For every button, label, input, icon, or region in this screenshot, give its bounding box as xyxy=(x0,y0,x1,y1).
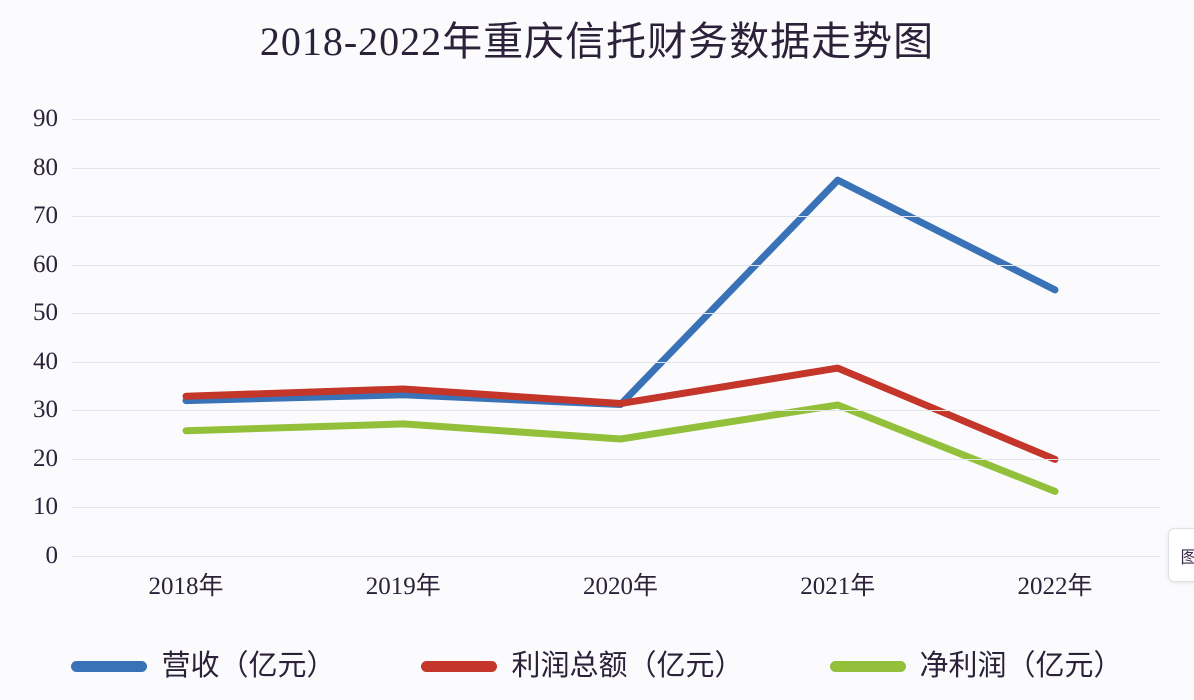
y-tick-label: 50 xyxy=(33,299,58,327)
chart-title: 2018-2022年重庆信托财务数据走势图 xyxy=(259,19,935,64)
gridline xyxy=(72,216,1160,218)
legend-label: 利润总额（亿元） xyxy=(511,650,744,682)
series-line xyxy=(182,401,1059,495)
y-tick-label: 10 xyxy=(33,493,58,521)
y-tick-label: 70 xyxy=(33,202,58,230)
legend-label: 净利润（亿元） xyxy=(919,650,1123,682)
y-tick-label: 90 xyxy=(33,105,58,132)
y-tick-label: 40 xyxy=(33,347,58,375)
gridline xyxy=(72,264,1160,266)
plot-area xyxy=(72,119,1160,557)
series-line xyxy=(182,364,1059,463)
y-tick-label: 80 xyxy=(33,153,58,181)
x-tick-label: 2022年 xyxy=(1017,573,1093,600)
legend-color-swatch xyxy=(829,660,906,672)
gridline xyxy=(72,458,1160,460)
y-tick-label: 30 xyxy=(33,396,58,424)
gridline xyxy=(72,556,1160,557)
legend-item[interactable]: 净利润（亿元） xyxy=(829,649,1123,683)
y-tick-label: 0 xyxy=(45,542,59,569)
edge-floating-button-label: 图 xyxy=(1181,543,1194,568)
x-tick-label: 2018年 xyxy=(148,573,224,600)
gridline xyxy=(72,119,1160,120)
x-tick-label: 2021年 xyxy=(800,573,876,600)
gridline xyxy=(72,361,1160,363)
gridline xyxy=(72,313,1160,315)
y-tick-label: 60 xyxy=(33,250,58,278)
chart-legend: 营收（亿元） 利润总额（亿元） 净利润（亿元） xyxy=(0,638,1194,694)
legend-label: 营收（亿元） xyxy=(161,650,336,682)
gridline xyxy=(72,410,1160,412)
legend-color-swatch xyxy=(71,660,148,672)
legend-item[interactable]: 营收（亿元） xyxy=(71,649,335,683)
legend-color-swatch xyxy=(421,660,498,672)
edge-floating-button[interactable]: 图 xyxy=(1168,528,1194,582)
series-lines xyxy=(182,176,1059,495)
x-tick-label: 2019年 xyxy=(365,573,441,600)
x-axis: 2018年 2019年 2020年 2021年 2022年 xyxy=(72,572,1160,612)
series-line xyxy=(182,176,1059,409)
y-tick-label: 20 xyxy=(33,444,58,472)
gridline xyxy=(72,167,1160,169)
legend-item[interactable]: 利润总额（亿元） xyxy=(421,649,744,683)
gridline xyxy=(72,507,1160,509)
x-tick-label: 2020年 xyxy=(582,573,659,600)
